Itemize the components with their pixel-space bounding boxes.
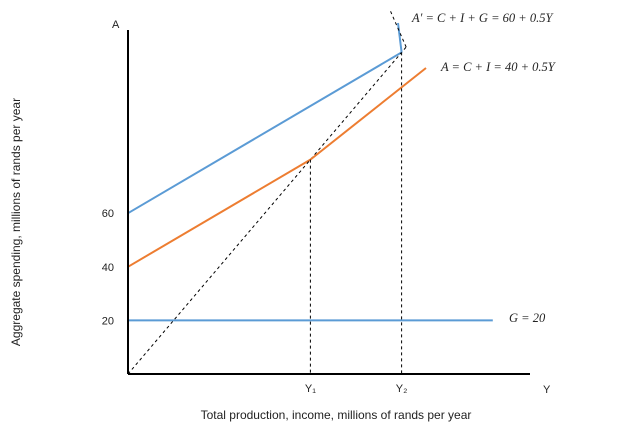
y-axis-letter: A: [112, 19, 120, 31]
lines-layer: [127, 9, 493, 375]
ticks-layer: 20 40 60 Y₁ Y₂: [102, 208, 408, 395]
series-labels-layer: A′ = C + I + G = 60 + 0.5Y A = C + I = 40…: [411, 11, 557, 325]
series-line-45-degree-extension: [389, 9, 407, 48]
x-tick-label-1: Y₁: [305, 383, 316, 395]
x-axis-letter: Y: [543, 384, 551, 396]
series-line-a-c-i-40-0-5y: [127, 158, 311, 268]
x-axis-title: Total production, income, millions of ra…: [201, 408, 472, 422]
y-axis-title: Aggregate spending, millions of rands pe…: [9, 98, 23, 346]
series-label-a-c-i-g-60-0-5y: A′ = C + I + G = 60 + 0.5Y: [411, 11, 554, 25]
series-line-a-extension: [309, 67, 427, 161]
series-line-a-prime-extension: [397, 22, 403, 53]
series-line-45-degree: [127, 46, 407, 375]
series-label-g-20: G = 20: [509, 311, 546, 325]
series-label-a-c-i-40-0-5y: A = C + I = 40 + 0.5Y: [440, 60, 557, 74]
x-tick-label-2: Y₂: [396, 383, 408, 395]
y-tick-label-60: 60: [102, 208, 114, 220]
series-line-a-c-i-g-60-0-5y: [127, 51, 403, 215]
y-tick-label-40: 40: [102, 262, 114, 274]
y-tick-label-20: 20: [102, 315, 114, 327]
